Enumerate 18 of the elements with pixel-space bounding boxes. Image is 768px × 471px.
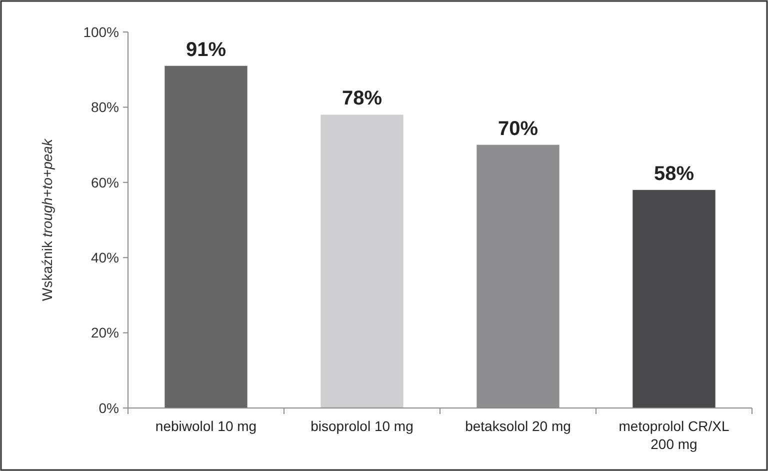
- x-tick-label: bisoprolol 10 mg: [310, 418, 414, 434]
- y-tick-label: 60%: [90, 174, 119, 190]
- bar: [164, 66, 248, 408]
- bar: [632, 190, 716, 408]
- x-tick-label: nebiwolol 10 mg: [155, 418, 257, 434]
- bar: [320, 114, 404, 408]
- data-label: 91%: [186, 38, 226, 61]
- x-tick-label: metoprolol CR/XL 200 mg: [618, 418, 730, 452]
- y-tick-label: 80%: [90, 99, 119, 116]
- y-tick-label: 0%: [98, 400, 119, 416]
- data-label: 78%: [342, 88, 382, 110]
- y-tick-label: 20%: [90, 324, 119, 341]
- y-tick-label: 40%: [90, 250, 119, 266]
- y-axis-title: Wskaźnik trough+to+peak: [39, 138, 55, 301]
- data-label: 70%: [498, 118, 538, 140]
- data-label: 58%: [654, 162, 694, 185]
- x-tick-label: betaksolol 20 mg: [465, 418, 571, 434]
- y-tick-label: 100%: [83, 24, 119, 40]
